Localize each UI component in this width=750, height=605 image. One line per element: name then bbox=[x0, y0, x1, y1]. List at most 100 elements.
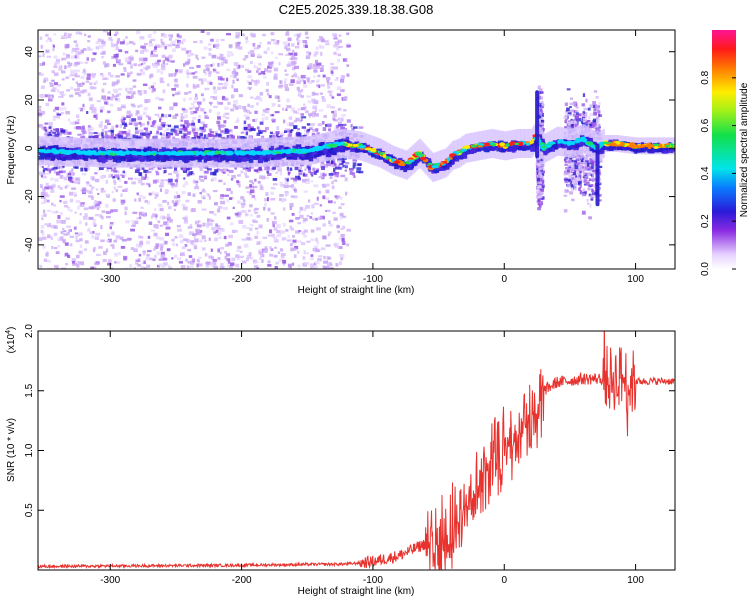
noise-mark bbox=[218, 126, 221, 131]
noise-mark bbox=[237, 34, 241, 37]
noise-mark bbox=[286, 98, 290, 103]
noise-mark bbox=[313, 264, 318, 269]
noise-mark bbox=[319, 258, 322, 262]
noise-mark bbox=[264, 166, 270, 171]
noise-mark bbox=[67, 206, 70, 209]
noise-mark bbox=[69, 209, 73, 213]
noise-mark bbox=[184, 114, 188, 119]
noise-mark bbox=[539, 111, 543, 114]
noise-mark bbox=[321, 166, 325, 170]
noise-mark bbox=[181, 135, 185, 139]
noise-mark bbox=[337, 53, 342, 57]
noise-mark bbox=[178, 130, 183, 134]
noise-mark bbox=[46, 209, 52, 212]
noise-mark bbox=[60, 230, 64, 235]
noise-mark bbox=[540, 196, 545, 200]
noise-mark bbox=[153, 64, 158, 69]
noise-mark bbox=[56, 58, 61, 61]
noise-mark bbox=[217, 133, 222, 136]
noise-mark bbox=[571, 198, 575, 202]
noise-mark bbox=[208, 237, 211, 241]
noise-mark bbox=[121, 119, 125, 124]
noise-mark bbox=[339, 117, 344, 122]
noise-mark bbox=[197, 119, 201, 123]
noise-mark bbox=[296, 76, 301, 80]
noise-mark bbox=[139, 104, 143, 108]
noise-mark bbox=[269, 168, 275, 172]
noise-mark bbox=[224, 60, 228, 64]
noise-mark bbox=[349, 171, 353, 175]
noise-mark bbox=[60, 36, 64, 39]
noise-mark bbox=[267, 92, 270, 96]
noise-mark bbox=[90, 104, 95, 108]
noise-mark bbox=[266, 197, 270, 202]
noise-mark bbox=[323, 164, 328, 168]
noise-mark bbox=[226, 32, 232, 36]
noise-mark bbox=[333, 163, 337, 166]
noise-mark bbox=[243, 108, 247, 112]
noise-mark bbox=[118, 49, 123, 53]
noise-mark bbox=[75, 31, 81, 35]
noise-mark bbox=[315, 169, 319, 173]
noise-mark bbox=[334, 125, 338, 129]
noise-mark bbox=[38, 55, 42, 58]
noise-mark bbox=[255, 70, 259, 73]
noise-mark bbox=[46, 55, 52, 58]
noise-mark bbox=[272, 177, 278, 181]
noise-mark bbox=[148, 221, 153, 225]
noise-mark bbox=[197, 199, 202, 204]
noise-mark bbox=[38, 108, 42, 112]
noise-mark bbox=[564, 178, 569, 181]
noise-mark bbox=[176, 199, 181, 203]
noise-mark bbox=[210, 102, 213, 106]
noise-mark bbox=[207, 134, 213, 138]
noise-mark bbox=[136, 243, 140, 248]
noise-mark bbox=[214, 262, 217, 266]
noise-mark bbox=[162, 257, 168, 261]
noise-mark bbox=[597, 199, 602, 202]
noise-mark bbox=[74, 211, 77, 214]
noise-mark bbox=[575, 106, 579, 109]
noise-mark bbox=[149, 73, 154, 78]
noise-mark bbox=[145, 129, 149, 133]
noise-mark bbox=[273, 216, 277, 220]
noise-mark bbox=[182, 216, 185, 220]
noise-mark bbox=[73, 226, 77, 230]
noise-mark bbox=[77, 87, 80, 92]
noise-mark bbox=[284, 87, 290, 92]
noise-mark bbox=[564, 113, 569, 116]
noise-mark bbox=[185, 71, 188, 75]
noise-mark bbox=[82, 89, 88, 93]
noise-mark bbox=[161, 54, 166, 58]
noise-mark bbox=[254, 260, 259, 264]
noise-mark bbox=[167, 181, 172, 185]
noise-mark bbox=[281, 107, 285, 111]
noise-mark bbox=[339, 215, 344, 220]
noise-mark bbox=[171, 184, 174, 188]
noise-mark bbox=[76, 82, 82, 87]
noise-mark bbox=[108, 259, 112, 264]
noise-mark bbox=[111, 167, 114, 170]
noise-mark bbox=[332, 66, 338, 70]
noise-mark bbox=[193, 232, 197, 237]
noise-mark bbox=[146, 171, 152, 174]
noise-mark bbox=[300, 95, 304, 98]
noise-mark bbox=[79, 238, 83, 242]
noise-mark bbox=[202, 97, 206, 102]
noise-mark bbox=[61, 227, 65, 231]
noise-mark bbox=[358, 126, 364, 129]
noise-mark bbox=[154, 113, 160, 117]
noise-mark bbox=[55, 171, 59, 176]
noise-mark bbox=[183, 111, 188, 114]
noise-mark bbox=[342, 164, 345, 168]
noise-mark bbox=[143, 169, 149, 173]
noise-mark bbox=[327, 90, 332, 93]
noise-mark bbox=[152, 120, 157, 124]
noise-mark bbox=[180, 119, 183, 122]
noise-mark bbox=[236, 78, 239, 82]
noise-mark bbox=[333, 119, 339, 122]
noise-mark bbox=[310, 180, 314, 183]
noise-mark bbox=[126, 110, 131, 115]
